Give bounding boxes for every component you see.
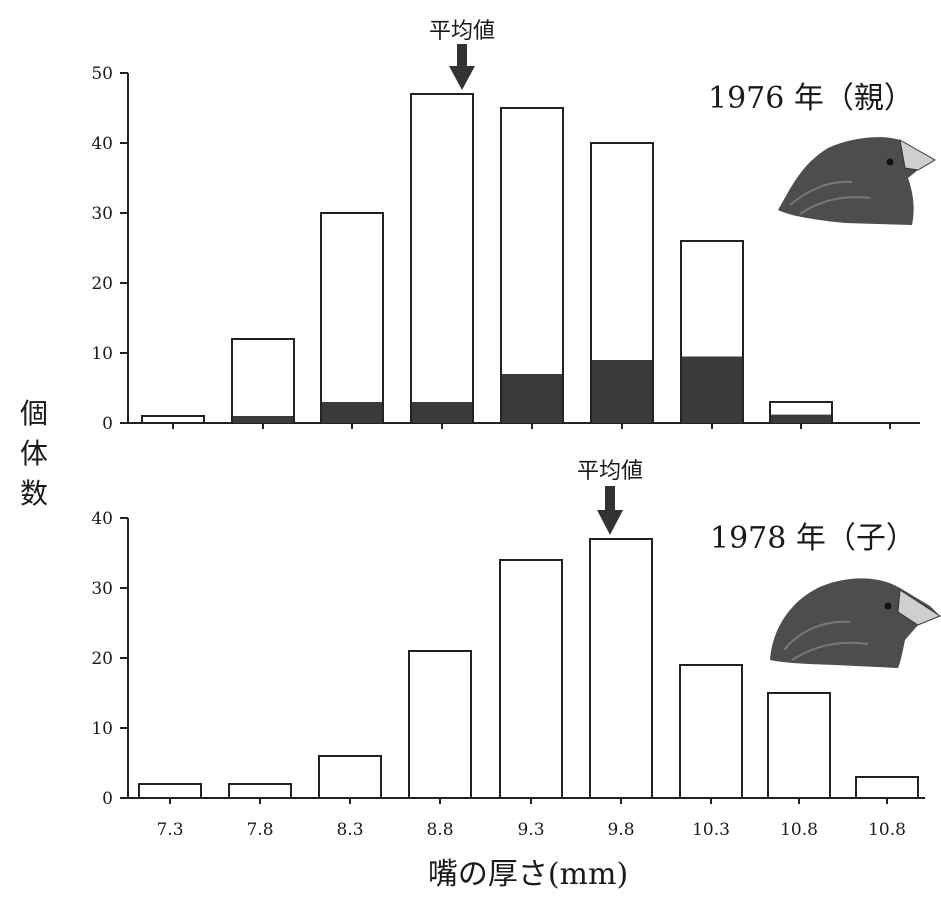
y-tick-label-1976: 20	[91, 274, 113, 294]
panel-1978: 0 10 20 30 40 7.3 7.8 8.3 8.8 9.3 9.8 10.3 10.8 10.8…	[91, 459, 941, 840]
bar-1978-9.3	[499, 559, 563, 799]
x-tick-label: 10.3	[692, 820, 730, 840]
x-tick-label: 9.8	[607, 820, 634, 840]
bar-dark-1976-8.3	[322, 402, 382, 423]
y-axis-label-char: 体	[20, 437, 48, 470]
y-axis-label-char: 数	[20, 477, 48, 510]
bar-dark-1976-9.3	[502, 374, 562, 423]
panel-1976: 0 10 20 30 40 50 平均値 1976 年（親）	[91, 19, 936, 434]
bar-1978-8.3	[318, 755, 382, 799]
y-tick-label-1978: 20	[91, 649, 113, 669]
y-axis-label-char: 個	[20, 397, 48, 430]
bar-dark-1976-10.3	[682, 356, 742, 423]
bar-1976-9.3	[500, 107, 564, 424]
y-tick-label-1976: 0	[102, 414, 113, 434]
mean-marker-1976: 平均値	[429, 19, 495, 90]
y-tick-label-1978: 0	[102, 789, 113, 809]
bar-dark-1976-7.8	[233, 416, 293, 423]
x-tick-label: 8.8	[426, 820, 453, 840]
finch-head-icon-1978	[770, 578, 941, 668]
x-tick-label: 10.8	[868, 820, 906, 840]
x-tick-label: 9.3	[517, 820, 544, 840]
x-tick-label: 8.3	[336, 820, 363, 840]
bar-1978-9.8	[589, 538, 653, 799]
bar-1978-8.8	[408, 650, 472, 799]
y-tick-label-1978: 40	[91, 509, 113, 529]
x-tick-label: 10.8	[780, 820, 818, 840]
mean-marker-1978: 平均値	[577, 459, 643, 535]
y-tick-label-1976: 30	[91, 204, 113, 224]
bar-1976-8.8	[410, 93, 474, 424]
y-tick-label-1976: 50	[91, 64, 113, 84]
finch-head-icon-1976	[778, 137, 936, 225]
mean-label-1976: 平均値	[429, 19, 495, 44]
mean-label-1978: 平均値	[577, 459, 643, 484]
y-axis-label: 個体数	[20, 397, 48, 510]
bar-dark-1976-10.8	[771, 414, 831, 423]
x-tick-label: 7.3	[156, 820, 183, 840]
bar-1976-8.3	[320, 212, 384, 424]
bar-1978-10.8	[767, 692, 831, 799]
bar-dark-1976-9.8	[592, 360, 652, 423]
bar-1978-7.8	[228, 783, 292, 799]
panel-title-1978: 1978 年（子）	[710, 521, 916, 556]
y-tick-label-1976: 10	[91, 344, 113, 364]
bar-1978-7.3	[138, 783, 202, 799]
mean-arrow-icon-1976	[449, 44, 475, 90]
bar-1978-11.3	[855, 776, 919, 799]
x-tick-label: 7.8	[246, 820, 273, 840]
y-tick-label-1976: 40	[91, 134, 113, 154]
panel-title-1976: 1976 年（親）	[708, 81, 914, 116]
bar-1978-10.3	[679, 664, 743, 799]
x-axis-label: 嘴の厚さ(mm)	[428, 857, 628, 892]
bar-1976-7.3	[141, 415, 205, 424]
bar-1976-7.8	[231, 338, 295, 424]
bar-dark-1976-8.8	[412, 402, 472, 423]
mean-arrow-icon-1978	[597, 486, 623, 535]
y-tick-label-1978: 10	[91, 719, 113, 739]
y-tick-label-1978: 30	[91, 579, 113, 599]
